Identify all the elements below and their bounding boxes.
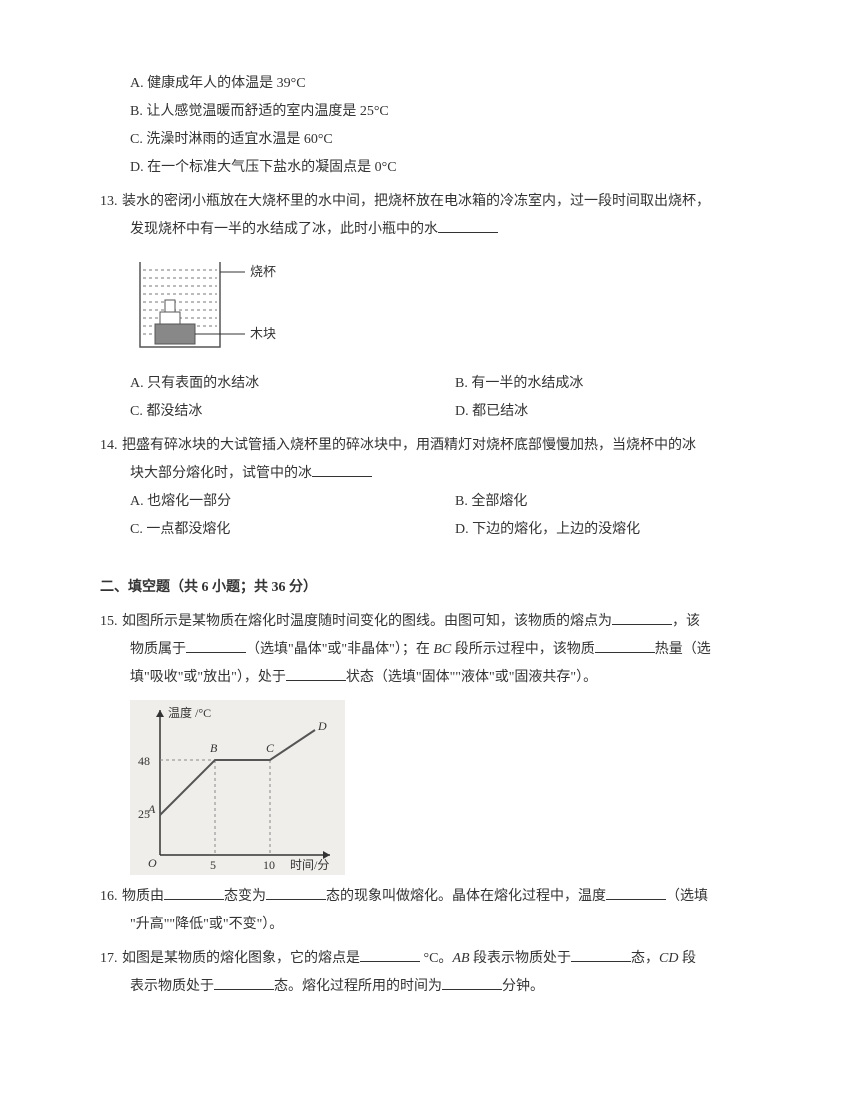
q14-text1: 把盛有碎冰块的大试管插入烧杯里的碎冰块中，用酒精灯对烧杯底部慢慢加热，当烧杯中的…: [122, 438, 696, 453]
q17-num: 17.: [100, 945, 122, 973]
q17-blank4: [442, 976, 502, 990]
q16: 16.物质由 态变为 态的现象叫做熔化。晶体在熔化过程中，温度 （选填 "升高""降低…: [100, 883, 780, 939]
q14-optB: B. 全部熔化: [455, 488, 780, 516]
svg-text:C: C: [266, 741, 275, 755]
q17-blank3: [214, 976, 274, 990]
q16-p2: 态变为: [224, 889, 266, 904]
svg-text:A: A: [147, 802, 156, 816]
q17-p5: 段: [679, 951, 697, 966]
q17-ab: AB: [452, 951, 469, 966]
q13-text2: 发现烧杯中有一半的水结成了冰，此时小瓶中的水: [130, 222, 438, 237]
q17-p2: °C。: [420, 951, 452, 966]
q15-blank1: [612, 611, 672, 625]
q16-p4: （选填: [666, 889, 708, 904]
q15-p3: 物质属于: [130, 642, 186, 657]
q16-blank1: [164, 886, 224, 900]
section2-title: 二、填空题（共 6 小题；共 36 分）: [100, 574, 780, 602]
svg-text:温度 /°C: 温度 /°C: [168, 705, 211, 720]
q14-optA: A. 也熔化一部分: [130, 488, 455, 516]
q16-num: 16.: [100, 883, 122, 911]
q15-p7: 状态（选填"固体""液体"或"固液共存"）。: [346, 670, 597, 685]
q16-p1: 物质由: [122, 889, 164, 904]
q17-blank2: [571, 948, 631, 962]
q15-num: 15.: [100, 608, 122, 636]
q13-blank: [438, 219, 498, 233]
q13: 13.装水的密闭小瓶放在大烧杯里的水中间，把烧杯放在电冰箱的冷冻室内，过一段时间…: [100, 188, 780, 426]
q14-optD: D. 下边的熔化，上边的没熔化: [455, 516, 780, 544]
q13-label-block: 木块: [250, 326, 276, 341]
svg-text:D: D: [317, 719, 327, 733]
q13-text1: 装水的密闭小瓶放在大烧杯里的水中间，把烧杯放在电冰箱的冷冻室内，过一段时间取出烧…: [122, 194, 710, 209]
q14: 14.把盛有碎冰块的大试管插入烧杯里的碎冰块中，用酒精灯对烧杯底部慢慢加热，当烧…: [100, 432, 780, 544]
q13-label-beaker: 烧杯: [250, 264, 276, 279]
q13-optB: B. 有一半的水结成冰: [455, 370, 780, 398]
q15: 15.如图所示是某物质在熔化时温度随时间变化的图线。由图可知，该物质的熔点为 ，该…: [100, 608, 780, 875]
q15-chart: 48 25 5 10 O A B C D 温度 /°C 时间/分: [100, 700, 780, 875]
q17-cd: CD: [659, 951, 678, 966]
q15-p1: 如图所示是某物质在熔化时温度随时间变化的图线。由图可知，该物质的熔点为: [122, 614, 612, 629]
q13-diagram: 烧杯 木块: [100, 252, 780, 362]
svg-text:5: 5: [210, 858, 216, 872]
q14-blank: [312, 463, 372, 477]
q15-p4: （选填"晶体"或"非晶体"）；在: [246, 642, 433, 657]
q12-optC: C. 洗澡时淋雨的适宜水温是 60°C: [100, 126, 780, 154]
q15-blank4: [286, 667, 346, 681]
q15-p6: 填"吸收"或"放出"），处于: [130, 670, 286, 685]
q16-p5: "升高""降低"或"不变"）。: [130, 917, 283, 932]
q15-blank3: [595, 639, 655, 653]
q17-p8: 分钟。: [502, 979, 544, 994]
svg-text:B: B: [210, 741, 218, 755]
svg-text:48: 48: [138, 754, 150, 768]
q13-optD: D. 都已结冰: [455, 398, 780, 426]
q16-blank3: [606, 886, 666, 900]
q17-blank1: [360, 948, 420, 962]
q17-p4: 态，: [631, 951, 659, 966]
q17-p1: 如图是某物质的熔化图象，它的熔点是: [122, 951, 360, 966]
q17: 17.如图是某物质的熔化图象，它的熔点是 °C。AB 段表示物质处于态，CD 段…: [100, 945, 780, 1001]
q17-p7: 态。熔化过程所用的时间为: [274, 979, 442, 994]
q12-optB: B. 让人感觉温暖而舒适的室内温度是 25°C: [100, 98, 780, 126]
q14-num: 14.: [100, 432, 122, 460]
q14-text2: 块大部分熔化时，试管中的冰: [130, 466, 312, 481]
q13-optA: A. 只有表面的水结冰: [130, 370, 455, 398]
q17-p3: 段表示物质处于: [470, 951, 572, 966]
q15-p2: ，该: [672, 614, 700, 629]
q15-blank2: [186, 639, 246, 653]
q17-p6: 表示物质处于: [130, 979, 214, 994]
q15-bc: BC: [433, 642, 451, 657]
q12-optA: A. 健康成年人的体温是 39°C: [100, 70, 780, 98]
q16-p3: 态的现象叫做熔化。晶体在熔化过程中，温度: [326, 889, 606, 904]
svg-text:时间/分: 时间/分: [290, 858, 329, 872]
q13-optC: C. 都没结冰: [130, 398, 455, 426]
q12-optD: D. 在一个标准大气压下盐水的凝固点是 0°C: [100, 154, 780, 182]
svg-text:10: 10: [263, 858, 275, 872]
q15-p4b: 段所示过程中，该物质: [451, 642, 595, 657]
q15-p5: 热量（选: [655, 642, 711, 657]
q16-blank2: [266, 886, 326, 900]
q13-num: 13.: [100, 188, 122, 216]
svg-text:O: O: [148, 856, 157, 870]
q12-options: A. 健康成年人的体温是 39°C B. 让人感觉温暖而舒适的室内温度是 25°…: [100, 70, 780, 182]
q14-optC: C. 一点都没熔化: [130, 516, 455, 544]
